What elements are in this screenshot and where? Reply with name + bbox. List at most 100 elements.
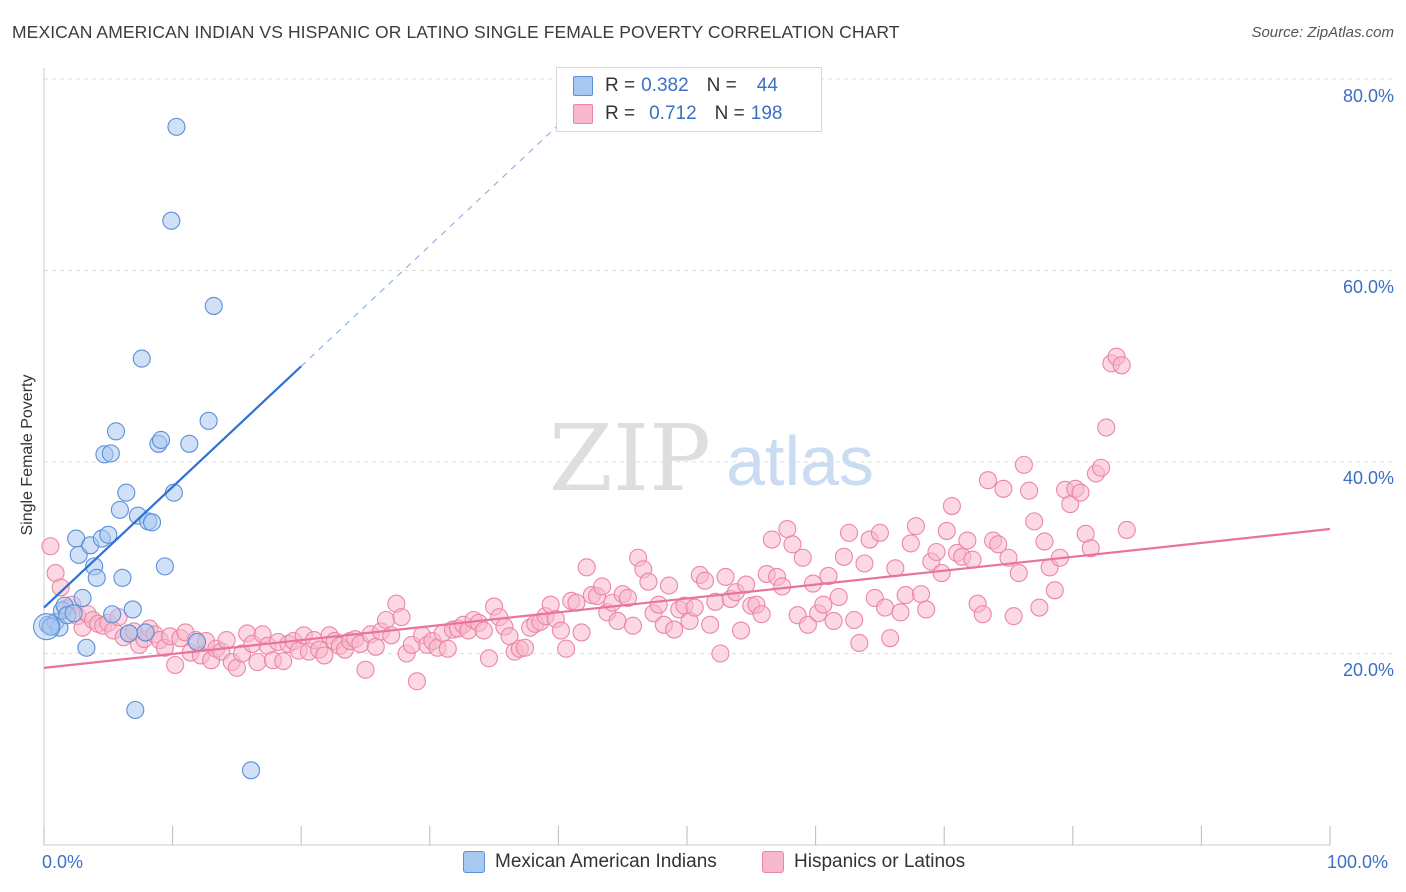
trend-lines: [43, 124, 1331, 669]
hispanic-point-173: [932, 564, 951, 583]
hispanic-point-121: [665, 620, 684, 639]
legend-r-label: R =: [605, 75, 636, 96]
hispanic-point-174: [937, 521, 956, 540]
legend-n-value: 44: [756, 75, 778, 96]
mexican-point-11: [77, 638, 96, 657]
y-tick-label-60: 60.0%: [1342, 277, 1394, 297]
mexican-point-35: [162, 211, 181, 230]
hispanic-point-34: [217, 631, 236, 650]
hispanic-point-152: [824, 611, 843, 630]
legend-item-hispanic: Hispanics or Latinos: [762, 851, 965, 873]
legend-n-value: 198: [750, 103, 783, 124]
hispanic-point-202: [1081, 539, 1100, 558]
axes: [43, 68, 1331, 846]
hispanic-point-151: [819, 566, 838, 585]
hispanic-point-84: [474, 621, 493, 640]
mexican-point-9: [69, 545, 88, 564]
hispanic-point-65: [377, 610, 396, 630]
hispanic-point-200: [1071, 483, 1090, 502]
hispanic-point-40: [248, 653, 267, 672]
hispanic-point-112: [618, 588, 637, 608]
series-hispanics-points: [41, 347, 1136, 691]
hispanic-point-45: [274, 652, 293, 671]
watermark: ZIP atlas: [549, 405, 874, 512]
stats-legend: R = 0.382 N = 44 R = 0.712 N = 198: [556, 67, 822, 132]
watermark-atlas: atlas: [726, 422, 874, 500]
mexican-point-10: [73, 588, 92, 608]
hispanic-point-24: [166, 655, 185, 675]
hispanic-point-128: [701, 615, 720, 634]
hispanic-point-71: [407, 672, 426, 691]
hispanic-point-162: [875, 598, 895, 617]
mexican-point-37: [167, 117, 186, 136]
hispanic-point-172: [927, 542, 946, 562]
hispanic-point-169: [912, 585, 931, 604]
legend-swatch-pink: [573, 104, 593, 124]
y-tick-label-40: 40.0%: [1342, 468, 1394, 488]
hispanic-point-208: [1112, 356, 1131, 375]
hispanic-point-167: [901, 534, 920, 553]
mexican-point-18: [101, 444, 120, 463]
legend-row-hispanic: R = 0.712 N = 198: [573, 100, 783, 128]
mexican-point-23: [117, 483, 136, 502]
mexican-point-19: [103, 605, 122, 624]
mexican-point-21: [110, 500, 129, 519]
hispanic-point-92: [515, 638, 535, 657]
hispanic-point-99: [551, 621, 571, 640]
mexican-point-31: [142, 513, 162, 532]
hispanic-point-191: [1025, 512, 1044, 531]
mexican-point-34: [155, 557, 174, 576]
hispanic-point-185: [994, 479, 1013, 498]
series-mexican-points: [33, 117, 261, 780]
legend-r-value: 0.382: [641, 75, 689, 96]
hispanic-point-130: [711, 644, 730, 663]
hispanic-point-170: [917, 600, 936, 619]
hispanic-point-205: [1097, 418, 1116, 437]
hispanic-point-154: [834, 547, 853, 566]
hispanic-point-166: [896, 586, 915, 605]
mexican-point-7: [64, 604, 83, 623]
hispanic-point-182: [978, 471, 997, 490]
hispanic-point-192: [1030, 598, 1049, 617]
hispanic-point-163: [881, 629, 900, 648]
mexican-point-14: [87, 568, 106, 587]
hispanic-point-150: [814, 595, 833, 614]
hispanic-point-195: [1045, 581, 1064, 600]
legend-label-hispanic: Hispanics or Latinos: [794, 851, 966, 872]
hispanic-point-2: [51, 578, 70, 597]
chart-title: MEXICAN AMERICAN INDIAN VS HISPANIC OR L…: [12, 22, 900, 42]
hispanic-point-85: [479, 649, 499, 668]
hispanic-point-116: [639, 572, 658, 591]
hispanic-point-125: [685, 598, 704, 617]
mexican-point-17: [99, 525, 118, 544]
mexican-trend-line: [43, 365, 302, 609]
legend-label-mexican: Mexican American Indians: [495, 851, 717, 872]
series-legend: Mexican American Indians Hispanics or La…: [0, 851, 1406, 877]
hispanic-point-134: [731, 621, 751, 640]
hispanic-point-175: [942, 496, 961, 516]
hispanic-point-156: [845, 610, 864, 630]
mexican-cluster-point: [33, 613, 61, 641]
legend-swatch-blue: [463, 851, 485, 873]
watermark-zip: ZIP: [549, 405, 711, 512]
hispanic-point-161: [870, 523, 889, 542]
hispanic-point-113: [623, 616, 643, 635]
hispanic-point-77: [438, 639, 457, 658]
hispanic-point-63: [366, 637, 385, 656]
hispanic-point-190: [1020, 481, 1039, 500]
legend-row-mexican: R = 0.382 N = 44: [573, 72, 778, 100]
legend-swatch-pink: [762, 851, 784, 873]
hispanic-point-187: [1004, 607, 1023, 626]
source-credit: Source: ZipAtlas.com: [1251, 24, 1394, 41]
x-tick-label-min: 0.0%: [42, 852, 84, 872]
hispanic-trend-line: [43, 527, 1331, 669]
hispanic-point-146: [793, 548, 812, 567]
mexican-point-24: [119, 624, 138, 643]
legend-n-label: N =: [706, 75, 737, 96]
hispanic-point-158: [855, 554, 874, 573]
mexican-point-42: [241, 761, 261, 780]
mexican-point-25: [123, 600, 142, 619]
hispanic-point-157: [850, 633, 869, 653]
hispanic-point-193: [1035, 532, 1054, 551]
